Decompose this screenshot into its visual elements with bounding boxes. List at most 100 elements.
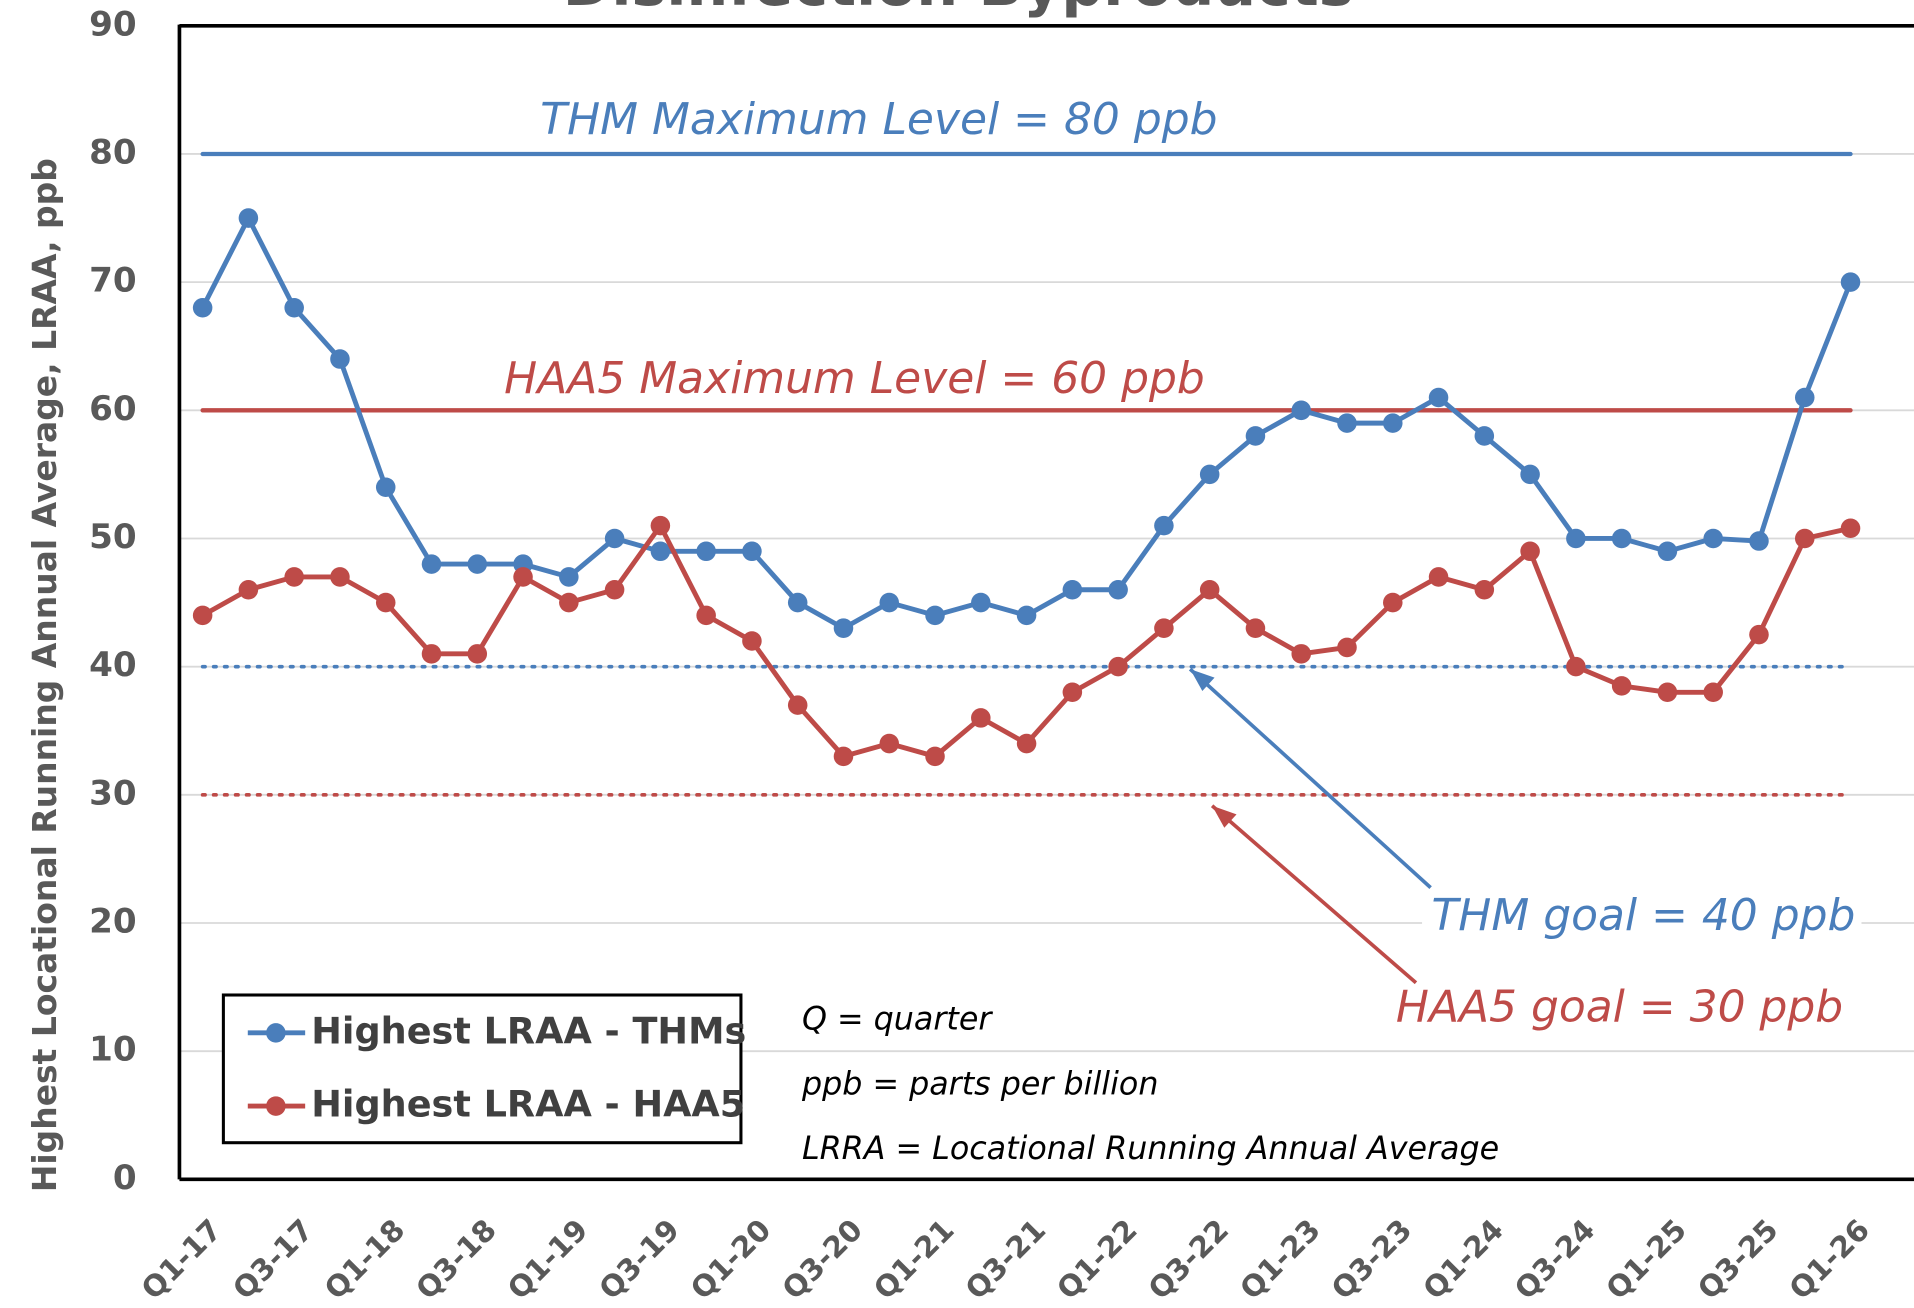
data-point xyxy=(971,708,991,728)
data-point xyxy=(1749,624,1769,645)
x-tick-label: Q3-23 xyxy=(1325,1213,1418,1304)
data-point xyxy=(1703,528,1723,549)
y-tick-label: 30 xyxy=(89,773,137,813)
legend-marker xyxy=(266,1096,286,1116)
data-point xyxy=(1428,567,1449,587)
note: LRRA = Locational Running Annual Average xyxy=(802,1131,1499,1167)
data-point xyxy=(1566,656,1586,677)
y-tick-label: 0 xyxy=(113,1158,137,1198)
data-point xyxy=(1337,637,1357,658)
data-point xyxy=(1566,528,1586,549)
data-point xyxy=(1611,676,1632,696)
data-point xyxy=(421,644,442,664)
data-point xyxy=(787,695,808,715)
series-line xyxy=(200,212,1853,631)
x-tick-label: Q1-25 xyxy=(1600,1213,1693,1304)
y-axis-label: Highest Locational Running Annual Averag… xyxy=(25,158,64,1192)
data-point xyxy=(925,605,945,626)
data-point xyxy=(1291,400,1311,421)
data-point xyxy=(1062,579,1083,600)
x-tick-label: Q3-18 xyxy=(409,1213,502,1304)
y-tick-label: 80 xyxy=(89,132,137,172)
data-point xyxy=(1794,387,1815,408)
x-tick-label: Q1-17 xyxy=(135,1213,228,1304)
data-point xyxy=(375,477,396,497)
data-point xyxy=(1474,426,1495,446)
x-tick-label: Q1-20 xyxy=(684,1213,777,1304)
data-point xyxy=(284,298,304,318)
data-point xyxy=(1794,528,1815,549)
data-point xyxy=(696,541,716,562)
data-point xyxy=(1337,413,1357,433)
data-point xyxy=(925,746,945,767)
data-point xyxy=(1428,387,1449,408)
data-point xyxy=(1199,464,1220,485)
x-tick-label: Q1-18 xyxy=(318,1213,411,1304)
x-tick-label: Q3-17 xyxy=(226,1213,319,1304)
data-point xyxy=(1108,579,1128,600)
x-tick-label: Q1-26 xyxy=(1783,1213,1876,1304)
data-point xyxy=(1749,531,1769,551)
data-point xyxy=(192,605,213,626)
data-point xyxy=(696,605,716,626)
data-point xyxy=(650,541,671,562)
data-point xyxy=(1703,682,1723,703)
y-tick-label: 20 xyxy=(89,901,137,941)
data-point xyxy=(238,208,259,228)
legend-label: Highest LRAA - THMs xyxy=(311,1009,746,1052)
data-point xyxy=(330,349,350,369)
x-tick-label: Q1-21 xyxy=(867,1213,960,1304)
data-point xyxy=(559,592,579,613)
data-point xyxy=(787,592,808,613)
annotation: THM goal = 40 ppb xyxy=(1431,890,1855,941)
data-point xyxy=(238,579,259,600)
data-point xyxy=(742,631,762,651)
x-tick-label: Q1-23 xyxy=(1233,1213,1326,1304)
legend-label: Highest LRAA - HAA5 xyxy=(311,1083,745,1126)
data-point xyxy=(1199,579,1220,600)
x-tick-label: Q3-25 xyxy=(1691,1213,1784,1304)
data-point xyxy=(1520,464,1540,485)
data-point xyxy=(467,644,488,664)
data-point xyxy=(1657,682,1678,703)
data-point xyxy=(467,554,488,574)
y-tick-label: 90 xyxy=(89,4,137,44)
data-point xyxy=(1474,579,1495,600)
note: ppb = parts per billion xyxy=(801,1066,1158,1102)
x-tick-label: Q1-22 xyxy=(1050,1213,1143,1304)
data-point xyxy=(421,554,442,574)
data-point xyxy=(1245,426,1266,446)
data-point xyxy=(1520,541,1540,562)
data-point xyxy=(330,567,350,587)
data-point xyxy=(1154,618,1174,638)
label-bg xyxy=(1409,980,1850,1039)
data-point xyxy=(604,579,625,600)
x-tick-label: Q1-19 xyxy=(501,1213,594,1304)
x-tick-label: Q1-24 xyxy=(1416,1213,1509,1304)
x-tick-label: Q3-24 xyxy=(1508,1213,1601,1304)
y-tick-label: 40 xyxy=(89,645,137,685)
data-point xyxy=(971,592,991,613)
data-point xyxy=(284,567,304,587)
data-point xyxy=(375,592,396,613)
data-point xyxy=(1016,733,1037,754)
data-point xyxy=(1611,528,1632,549)
x-tick-label: Q3-19 xyxy=(593,1213,686,1304)
x-tick-label: Q3-22 xyxy=(1142,1213,1235,1304)
data-point xyxy=(1245,618,1266,638)
x-tick-label: Q3-21 xyxy=(959,1213,1052,1304)
data-point xyxy=(833,746,854,767)
data-point xyxy=(1840,272,1861,292)
note: Q = quarter xyxy=(802,1002,993,1038)
y-tick-label: 50 xyxy=(89,517,137,557)
arrowhead xyxy=(1212,805,1237,828)
series-line xyxy=(201,520,1852,760)
data-point xyxy=(650,515,671,536)
data-point xyxy=(879,733,900,754)
arrowhead xyxy=(1190,669,1215,692)
data-point xyxy=(1154,515,1174,536)
data-point xyxy=(1291,644,1311,664)
data-point xyxy=(833,618,854,638)
